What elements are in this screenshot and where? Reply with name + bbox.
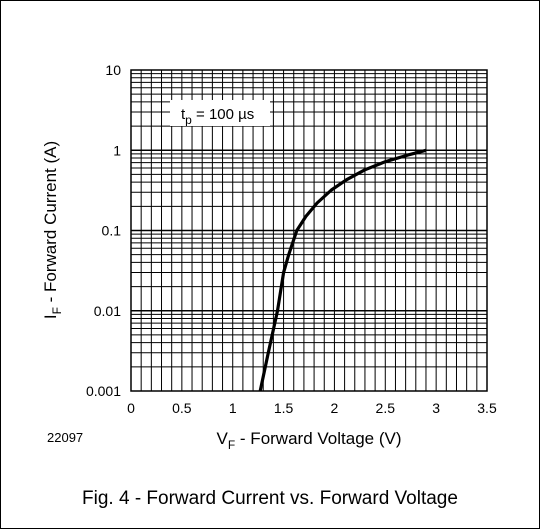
annotation-pulse-width: tp = 100 µs bbox=[181, 106, 254, 127]
x-tick-label: 0.5 bbox=[172, 400, 192, 416]
y-tick-labels: 0.001 0.01 0.1 1 10 bbox=[86, 62, 121, 399]
annotation-background bbox=[170, 100, 270, 126]
x-tick-label: 3.5 bbox=[477, 400, 497, 416]
x-tick-labels: 0 0.5 1 1.5 2 2.5 3 3.5 bbox=[127, 400, 497, 416]
series-line bbox=[258, 148, 427, 392]
y-tick-label: 0.01 bbox=[94, 303, 121, 319]
figure-caption: Fig. 4 - Forward Current vs. Forward Vol… bbox=[82, 488, 458, 509]
figure-code: 22097 bbox=[47, 430, 84, 445]
x-tick-label: 1.5 bbox=[274, 400, 294, 416]
annotation-group: tp = 100 µs bbox=[170, 100, 270, 127]
series-group bbox=[258, 148, 427, 392]
x-tick-label: 2.5 bbox=[376, 400, 396, 416]
x-tick-label: 0 bbox=[127, 400, 135, 416]
x-axis-label: VF - Forward Voltage (V) bbox=[217, 429, 402, 452]
x-tick-label: 2 bbox=[331, 400, 339, 416]
x-tick-label: 3 bbox=[432, 400, 440, 416]
y-tick-label: 10 bbox=[105, 62, 121, 78]
plot-area bbox=[130, 69, 488, 392]
x-tick-label: 1 bbox=[229, 400, 237, 416]
y-tick-label: 0.1 bbox=[102, 223, 122, 239]
y-axis-label: IF - Forward Current (A) bbox=[41, 141, 64, 319]
y-tick-label: 1 bbox=[113, 142, 121, 158]
y-tick-label: 0.001 bbox=[86, 383, 121, 399]
